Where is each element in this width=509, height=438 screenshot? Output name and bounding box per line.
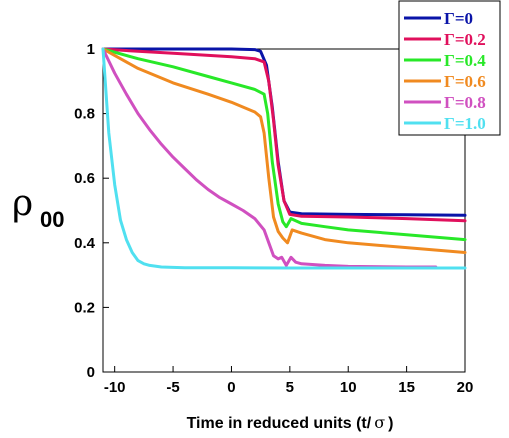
- x-axis-label-prefix: Time in reduced units (t/: [187, 415, 372, 432]
- y-tick-label: 0.6: [74, 170, 95, 187]
- y-axis-ticks: 0 0.2 0.4 0.6 0.8 1: [74, 41, 109, 381]
- series-line-3: [101, 47, 467, 254]
- x-axis-ticks: -10 -5 0 5 10 15 20: [104, 366, 474, 396]
- y-tick-label: 0: [87, 364, 95, 381]
- y-tick-label: 0.2: [74, 299, 95, 316]
- x-tick-label: 5: [286, 379, 294, 396]
- x-tick-label: -5: [166, 379, 179, 396]
- x-axis-label-symbol: σ: [374, 413, 385, 432]
- y-tick-label: 0.8: [74, 106, 95, 123]
- y-axis-label-subscript: 00: [40, 207, 64, 232]
- legend-label-2: Γ=0.4: [444, 51, 486, 70]
- series-line-5: [101, 47, 467, 270]
- series-line-4: [101, 47, 438, 269]
- y-axis-label-symbol: ρ: [12, 183, 33, 224]
- series-line-1: [101, 47, 467, 223]
- plot-frame: [102, 48, 466, 373]
- x-tick-label: 10: [340, 379, 357, 396]
- series-line-2: [101, 47, 467, 242]
- legend-label-4: Γ=0.8: [444, 93, 486, 112]
- x-tick-label: 15: [398, 379, 415, 396]
- y-tick-label: 1: [87, 41, 95, 58]
- y-axis-label: ρ 00: [12, 183, 64, 232]
- x-tick-label: 0: [227, 379, 235, 396]
- x-axis-label-suffix: ): [388, 415, 393, 432]
- series-lines: [101, 47, 467, 270]
- legend-label-5: Γ=1.0: [444, 114, 486, 133]
- legend-box: [398, 0, 501, 136]
- x-tick-label: 20: [457, 379, 474, 396]
- legend: Γ=0 Γ=0.2 Γ=0.4 Γ=0.6 Γ=0.8 Γ=1.0: [398, 0, 501, 136]
- legend-label-1: Γ=0.2: [444, 30, 486, 49]
- x-axis-label: Time in reduced units (t/σ): [187, 413, 394, 432]
- legend-label-0: Γ=0: [444, 9, 473, 28]
- x-tick-label: -10: [104, 379, 126, 396]
- y-tick-label: 0.4: [74, 235, 96, 252]
- legend-label-3: Γ=0.6: [444, 72, 486, 91]
